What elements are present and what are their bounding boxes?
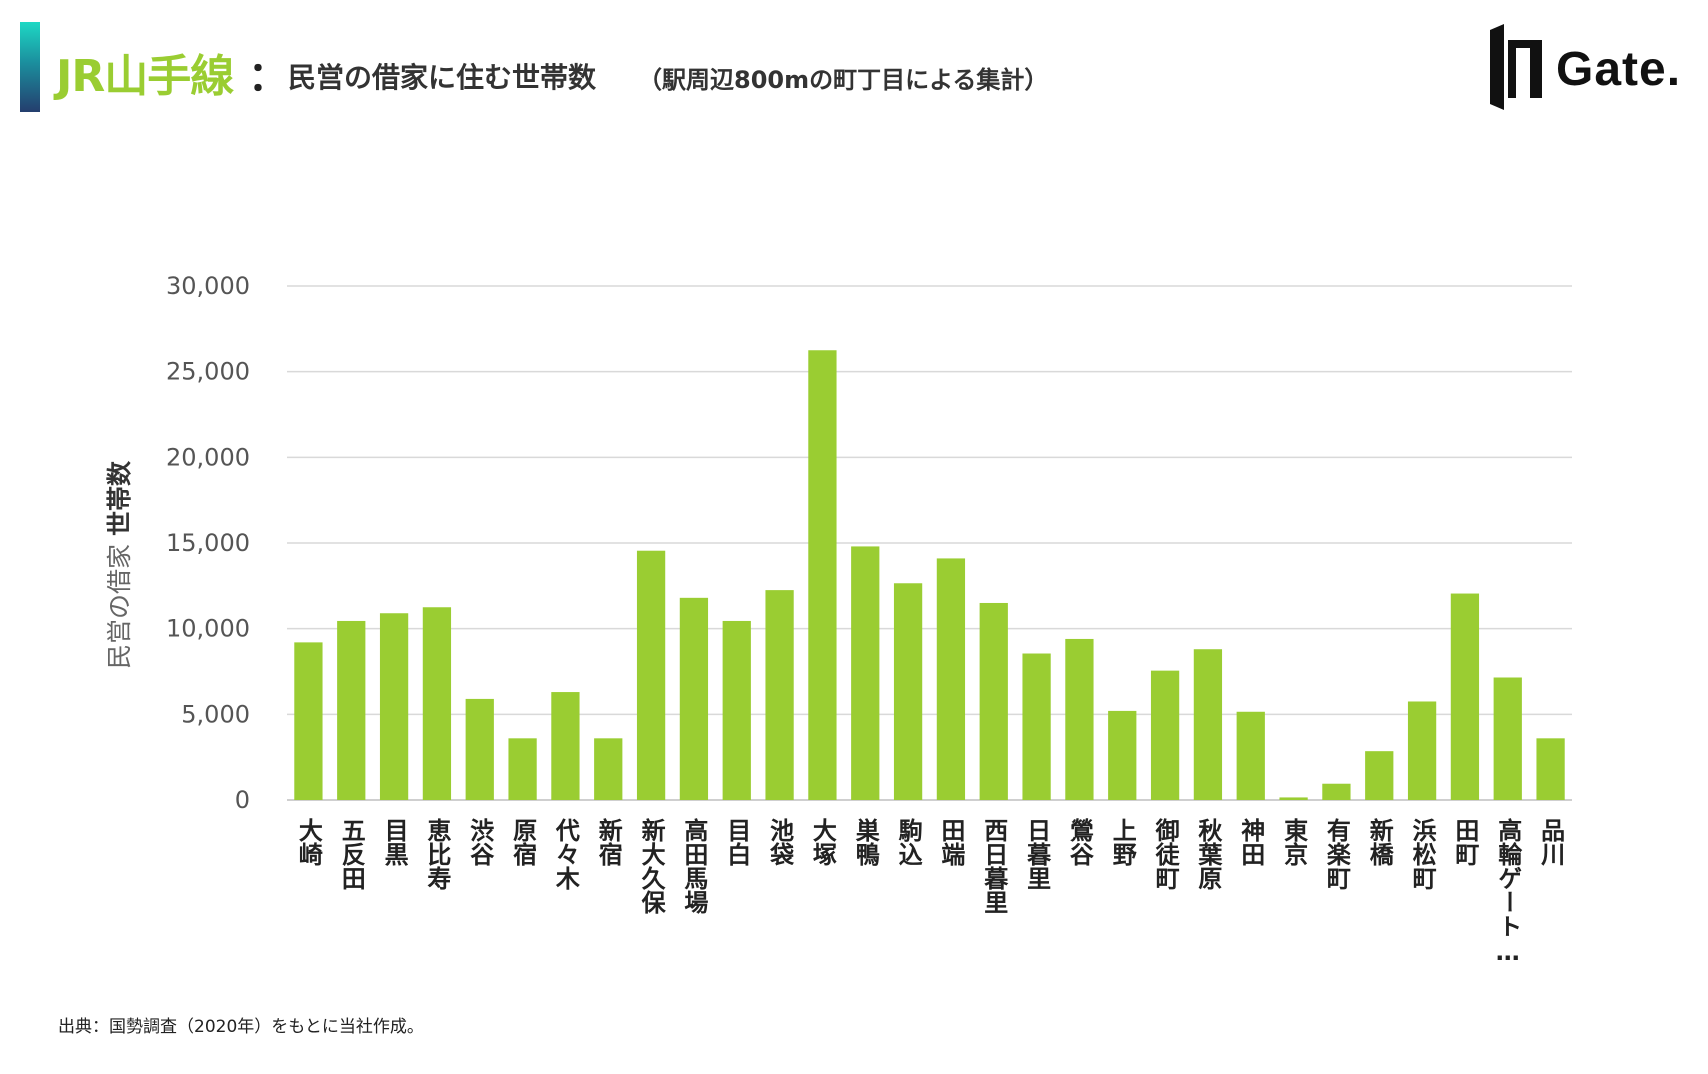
bar (422, 607, 452, 800)
bar (851, 546, 880, 800)
x-category-label: 高田馬場 (680, 817, 708, 915)
bar (722, 620, 751, 800)
y-tick-label: 10,000 (166, 615, 250, 643)
x-category-label: 有楽町 (1322, 818, 1350, 890)
x-category-label: 日暮里 (1023, 818, 1051, 890)
gate-logo-text: Gate. (1556, 43, 1682, 96)
bar-chart: 0 5,000 10,000 15,000 20,000 25,000 30,000 民営の借… (105, 272, 1572, 966)
x-category-label: 大塚 (808, 818, 836, 866)
x-category-label: 田町 (1451, 818, 1479, 866)
bar (1150, 670, 1180, 800)
gate-logo: Gate. (1490, 24, 1702, 110)
x-category-label: 池袋 (766, 818, 795, 866)
x-category-label: 新大久保 (637, 817, 666, 914)
y-tick-label: 15,000 (166, 529, 250, 557)
x-category-label: 五反田 (337, 818, 365, 890)
x-category-label: 田端 (937, 818, 965, 866)
page-title: JR山手線 (56, 51, 234, 102)
x-category-label: 上野 (1108, 818, 1136, 867)
y-tick-label: 25,000 (166, 358, 250, 386)
x-category-label: 品川 (1537, 818, 1565, 866)
page-subtitle-note: （駅周辺800mの町丁目による集計） (638, 66, 1049, 94)
x-category-label: 高輪ゲート… (1494, 817, 1522, 966)
bar (294, 642, 323, 800)
bar (508, 738, 537, 800)
y-axis-title: 民営の借家 世帯数 (105, 460, 134, 669)
bar (765, 590, 794, 800)
bar (1065, 638, 1094, 800)
bar (1193, 649, 1223, 800)
x-category-label: 東京 (1280, 818, 1308, 867)
x-category-label: 恵比寿 (423, 818, 451, 891)
page-subtitle: 民営の借家に住む世帯数 (288, 61, 597, 94)
x-category-label: 原宿 (509, 818, 537, 866)
bar (1450, 593, 1480, 800)
bar (1536, 738, 1565, 800)
x-category-label: 新橋 (1365, 817, 1393, 866)
title-accent-bar (20, 22, 40, 112)
bar (808, 350, 837, 800)
bar (936, 558, 966, 800)
y-axis-title-light: 民営の借家 (105, 536, 134, 669)
x-category-label: 新宿 (594, 817, 622, 866)
x-category-label: 代々木 (551, 818, 580, 890)
x-category-label: 神田 (1237, 818, 1265, 866)
bar (379, 613, 409, 800)
gate-logo-icon (1490, 24, 1542, 110)
x-category-label: 浜松町 (1408, 818, 1436, 890)
title-colon: ： (248, 54, 288, 100)
y-axis-title-bold: 世帯数 (105, 460, 134, 536)
x-category-label: 鶯谷 (1065, 818, 1093, 867)
x-category-label: 目黒 (380, 818, 408, 866)
x-category-label: 大崎 (294, 818, 322, 867)
bar (551, 692, 580, 800)
y-tick-label: 5,000 (181, 700, 250, 728)
bar (1108, 710, 1137, 800)
bar (979, 602, 1008, 800)
bar (679, 597, 709, 800)
bar (465, 698, 494, 800)
bar (1407, 701, 1437, 800)
bar (1493, 677, 1522, 800)
y-tick-label: 20,000 (166, 443, 250, 471)
x-category-label: 巣鴨 (851, 817, 880, 866)
x-category-label: 駒込 (894, 817, 922, 866)
bar (337, 620, 366, 800)
bar (1279, 797, 1308, 800)
x-category-label: 御徒町 (1151, 818, 1180, 890)
x-category-label: 渋谷 (466, 818, 494, 867)
bar (1022, 653, 1051, 800)
bar (1236, 711, 1265, 800)
bar (1322, 783, 1351, 800)
x-category-label: 目白 (723, 818, 751, 866)
bar (893, 583, 923, 800)
x-category-label: 秋葉原 (1194, 818, 1223, 891)
bar (1365, 751, 1394, 800)
y-tick-label: 30,000 (166, 272, 250, 300)
y-tick-label: 0 (235, 786, 250, 814)
bar (594, 738, 623, 800)
x-category-label: 西日暮里 (980, 818, 1008, 914)
bar (636, 550, 666, 800)
source-note: 出典：国勢調査（2020年）をもとに当社作成。 (58, 1017, 424, 1037)
